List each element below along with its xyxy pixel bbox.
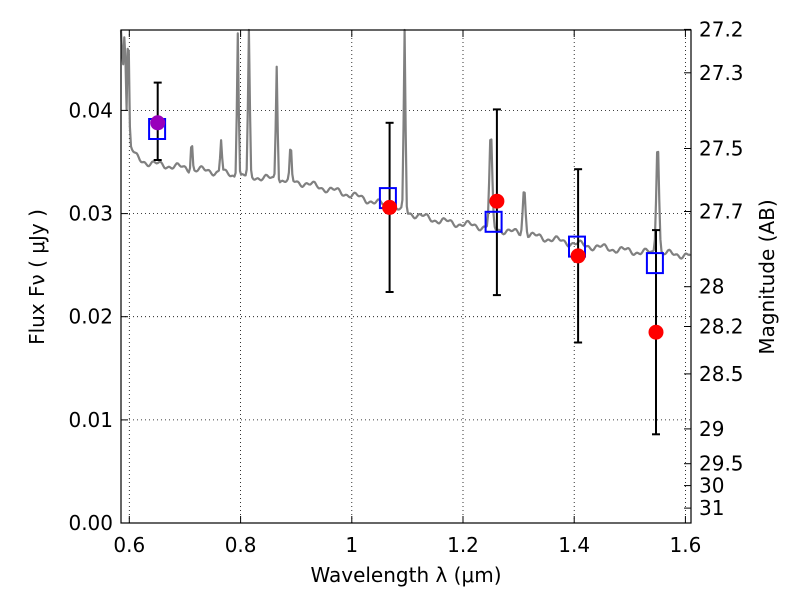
x-tick-label: 0.8 (225, 533, 257, 557)
x-tick-label: 0.6 (113, 533, 145, 557)
axis-ticks: 0.6 0.8 1 1.2 1.4 1.6 0.00 0.01 0.02 0.03 0.04 27.2… (68, 17, 743, 557)
y-tick-label: 0.00 (68, 511, 113, 535)
mag-tick-label: 29 (699, 417, 724, 441)
mag-tick-label: 29.5 (699, 452, 744, 476)
x-axis-label: Wavelength λ (μm) (310, 563, 501, 587)
y-tick-label: 0.04 (68, 98, 113, 122)
axes-frame (120, 29, 692, 524)
model-spectrum-line (119, 28, 691, 260)
mag-tick-label: 27.2 (699, 17, 744, 41)
mag-tick-label: 30 (699, 474, 724, 498)
y-axis-label: Flux Fν ( μJy ) (25, 209, 49, 345)
y-tick-label: 0.03 (68, 202, 113, 226)
synthetic-flux-marker (645, 252, 664, 275)
observed-flux-point (570, 248, 586, 264)
x-tick-label: 1.6 (669, 533, 701, 557)
y-tick-label: 0.01 (68, 408, 113, 432)
mag-tick-label: 27.5 (699, 137, 744, 161)
mag-tick-label: 28.2 (699, 315, 744, 339)
mag-tick-label: 28 (699, 275, 724, 299)
x-tick-label: 1.2 (447, 533, 479, 557)
observed-flux-point (489, 193, 505, 209)
mag-tick-label: 27.7 (699, 200, 744, 224)
mag-tick-label: 28.5 (699, 362, 744, 386)
x-tick-label: 1 (345, 533, 358, 557)
observed-flux-point (382, 199, 398, 215)
observed-flux-point (648, 324, 664, 340)
x-tick-label: 1.4 (558, 533, 590, 557)
plot-area (119, 28, 691, 436)
mag-tick-label: 31 (699, 496, 724, 520)
mag-tick-label: 27.3 (699, 61, 744, 85)
y-tick-label: 0.02 (68, 305, 113, 329)
synthetic-flux-marker (484, 210, 503, 233)
y2-axis-label: Magnitude (AB) (755, 199, 779, 354)
observed-flux-point (150, 115, 166, 131)
